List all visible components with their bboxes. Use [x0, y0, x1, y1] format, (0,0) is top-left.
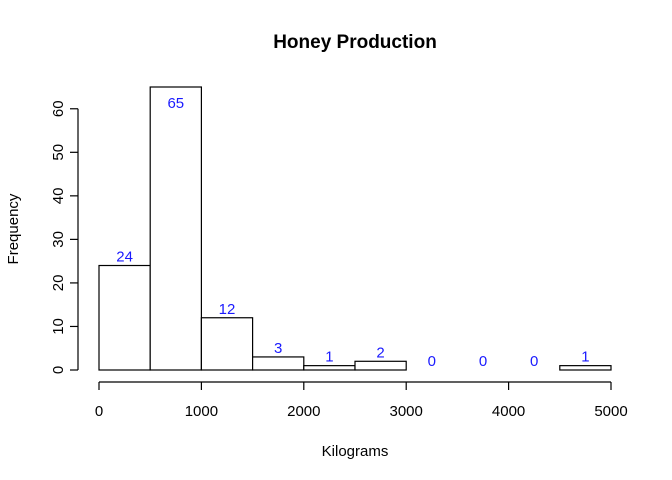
histogram-bar-0: [98, 264, 151, 371]
bars-group: [98, 86, 612, 371]
y-tick-label-2: 20: [50, 275, 67, 292]
bar-count-label-2: 12: [219, 301, 236, 318]
y-tick-label-3: 30: [50, 231, 67, 248]
bar-count-label-8: 0: [530, 353, 538, 370]
bar-count-label-3: 3: [274, 340, 282, 357]
chart-title: Honey Production: [273, 32, 437, 53]
y-tick-label-6: 60: [50, 100, 67, 117]
x-tick-label-3: 3000: [390, 403, 423, 420]
bar-count-label-4: 1: [325, 349, 333, 366]
y-tick-label-0: 0: [50, 366, 67, 374]
histogram-bar-5: [354, 360, 407, 371]
y-axis-label: Frequency: [5, 193, 22, 264]
histogram-bar-4: [303, 365, 356, 371]
bar-count-label-6: 0: [428, 353, 436, 370]
bar-count-label-1: 65: [167, 95, 184, 112]
x-axis-label: Kilograms: [322, 443, 389, 460]
histogram-bar-9: [559, 365, 612, 371]
bar-count-label-7: 0: [479, 353, 487, 370]
x-tick-label-5: 5000: [594, 403, 627, 420]
histogram-bar-2: [200, 317, 254, 371]
x-axis: 0 1000 2000 3000 4000 5000: [95, 381, 628, 420]
y-tick-label-5: 50: [50, 144, 67, 161]
bar-count-label-9: 1: [581, 349, 589, 366]
y-tick-label-4: 40: [50, 188, 67, 205]
y-tick-label-1: 10: [50, 318, 67, 335]
x-tick-label-1: 1000: [185, 403, 218, 420]
x-tick-label-2: 2000: [287, 403, 320, 420]
bar-count-label-0: 24: [116, 249, 133, 266]
histogram-bar-3: [252, 356, 305, 371]
bar-count-label-5: 2: [376, 344, 384, 361]
histogram-bar-1: [149, 86, 202, 371]
x-tick-label-0: 0: [95, 403, 103, 420]
x-tick-label-4: 4000: [492, 403, 525, 420]
y-axis: 0 10 20 30 40 50 60: [50, 100, 79, 374]
